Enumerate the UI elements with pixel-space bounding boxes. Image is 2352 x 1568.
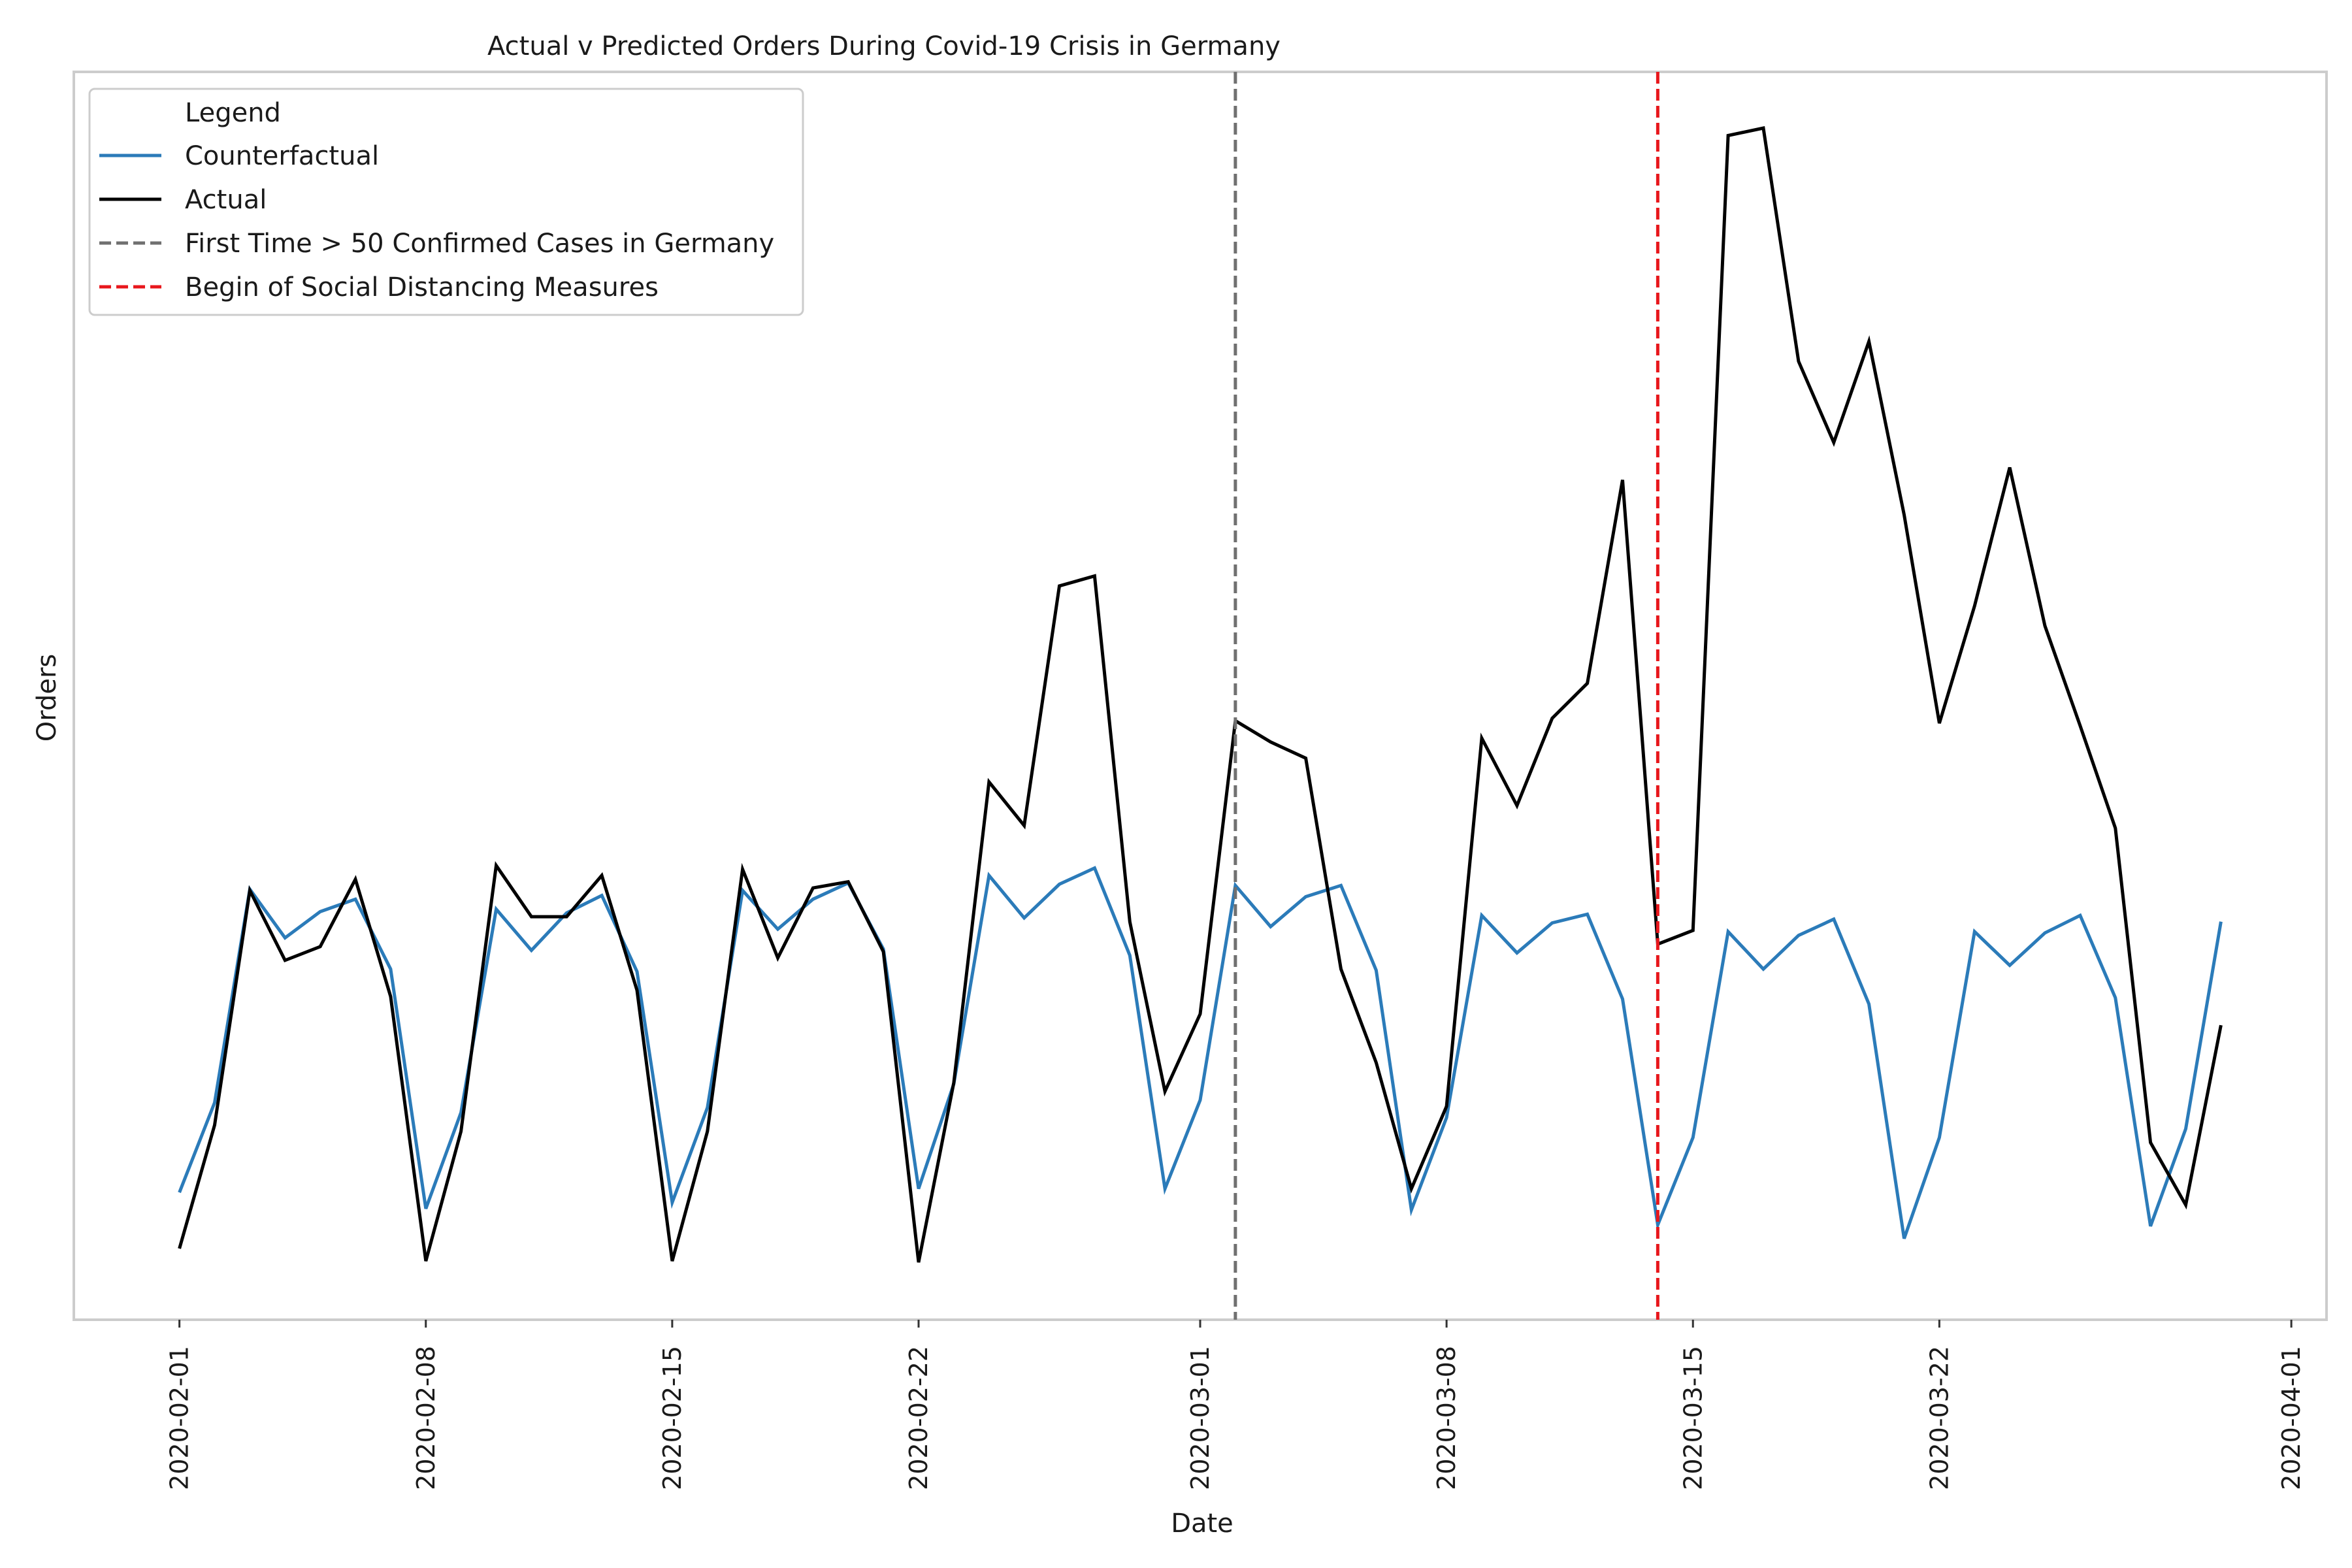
x-tick-label: 2020-03-22 bbox=[1925, 1346, 1953, 1490]
legend-entries: Counterfactual Actual First Time > 50 Conf… bbox=[99, 141, 774, 302]
x-tick-label: 2020-02-15 bbox=[658, 1346, 687, 1490]
legend: Legend Counterfactual Actual First Time > … bbox=[88, 88, 804, 316]
x-tick-label: 2020-03-01 bbox=[1186, 1346, 1215, 1490]
series-line-actual bbox=[178, 126, 2223, 1263]
x-axis-label: Date bbox=[1171, 1509, 1233, 1539]
x-tick-label: 2020-04-01 bbox=[2277, 1346, 2306, 1490]
x-tick-label: 2020-02-08 bbox=[412, 1346, 440, 1490]
x-tick-label: 2020-03-08 bbox=[1432, 1346, 1461, 1490]
x-tick-group: 2020-02-01 2020-02-08 2020-02-15 2020-02-22… bbox=[165, 1320, 2306, 1490]
legend-label: Actual bbox=[185, 185, 267, 215]
legend-title: Legend bbox=[185, 98, 281, 128]
x-tick-label: 2020-02-01 bbox=[165, 1346, 194, 1490]
legend-box bbox=[88, 88, 804, 316]
legend-label: Counterfactual bbox=[185, 141, 379, 171]
x-tick-label: 2020-02-22 bbox=[904, 1346, 933, 1490]
vline-layer bbox=[1233, 72, 1659, 1320]
legend-label: Begin of Social Distancing Measures bbox=[185, 272, 659, 302]
series-line-counterfactual bbox=[178, 866, 2223, 1239]
y-axis-label: Orders bbox=[32, 654, 62, 742]
series-layer bbox=[178, 126, 2223, 1263]
chart-title: Actual v Predicted Orders During Covid-1… bbox=[487, 31, 1281, 61]
x-tick-label: 2020-03-15 bbox=[1678, 1346, 1707, 1490]
legend-label: First Time > 50 Confirmed Cases in Germa… bbox=[185, 229, 774, 259]
